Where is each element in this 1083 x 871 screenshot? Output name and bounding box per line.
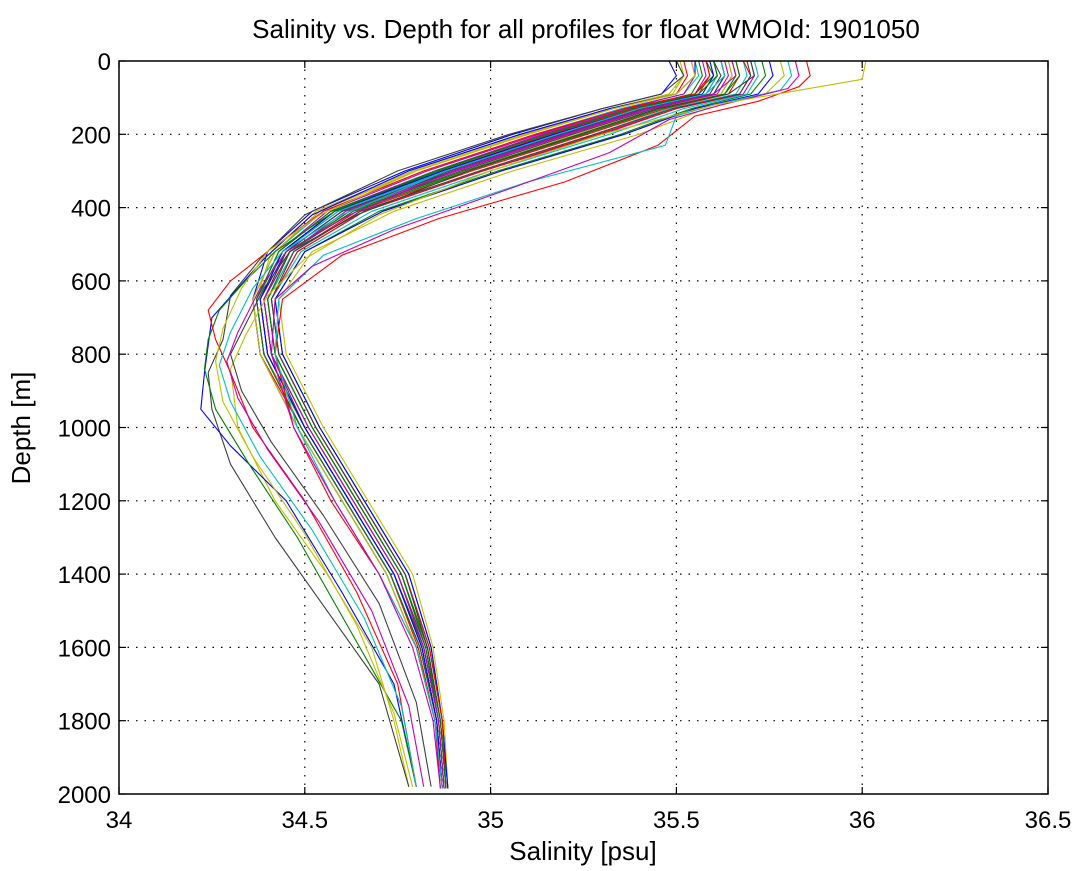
y-tick-labels: 0 200 400 600 800 1000 1200 1400 1600 1800 2000 — [58, 49, 111, 809]
chart-title: Salinity vs. Depth for all profiles for … — [252, 14, 920, 44]
profile-lines — [200, 60, 867, 789]
y-tick-label: 200 — [71, 122, 111, 149]
profile-line — [274, 60, 774, 789]
y-tick-label: 600 — [71, 269, 111, 296]
x-tick-label: 34 — [106, 807, 133, 834]
x-tick-label: 34.5 — [281, 807, 328, 834]
profile-line — [229, 60, 755, 787]
x-tick-label: 36 — [849, 807, 876, 834]
profile-line — [263, 60, 729, 789]
profile-line — [200, 61, 696, 787]
axis-ticks — [118, 60, 1049, 795]
x-tick-label: 35 — [477, 807, 504, 834]
x-axis-label: Salinity [psu] — [509, 836, 656, 866]
y-tick-label: 400 — [71, 196, 111, 223]
y-tick-label: 1800 — [58, 709, 111, 736]
profile-line — [218, 60, 726, 787]
x-tick-label: 35.5 — [653, 807, 700, 834]
y-tick-label: 1200 — [58, 489, 111, 516]
profile-line — [207, 60, 685, 787]
y-tick-label: 0 — [98, 49, 111, 76]
profile-line — [203, 60, 718, 787]
y-tick-label: 1400 — [58, 562, 111, 589]
profile-line — [270, 60, 752, 789]
profile-line — [229, 60, 867, 787]
profile-line — [226, 60, 737, 787]
profile-line — [207, 60, 711, 787]
y-tick-label: 2000 — [58, 782, 111, 809]
y-tick-label: 800 — [71, 342, 111, 369]
y-axis-label: Depth [m] — [6, 372, 36, 485]
profile-line — [274, 60, 793, 789]
y-tick-label: 1600 — [58, 635, 111, 662]
y-tick-label: 1000 — [58, 416, 111, 443]
x-tick-label: 36.5 — [1025, 807, 1072, 834]
profile-line — [215, 60, 696, 787]
x-tick-labels: 34 34.5 35 35.5 36 36.5 — [106, 807, 1072, 834]
profile-line — [263, 60, 722, 789]
